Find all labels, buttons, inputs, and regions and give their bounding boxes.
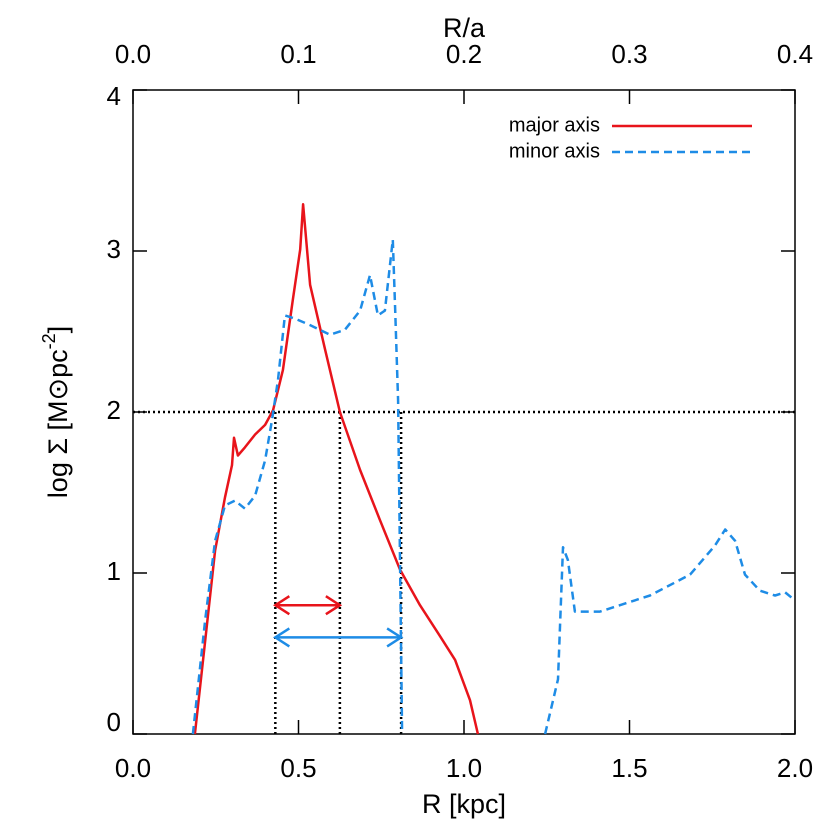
top-x-tick-label: 0.0 [115, 39, 151, 69]
top-x-tick-label: 0.4 [777, 39, 813, 69]
series-line [193, 203, 480, 735]
y-tick-label: 2 [107, 395, 121, 425]
y-axis-label-sup: -2 [39, 333, 59, 349]
x-tick-label: 2.0 [777, 753, 813, 783]
arrow-head [273, 627, 291, 648]
x-tick-label: 0.5 [280, 753, 316, 783]
x-tick-label: 1.5 [611, 753, 647, 783]
y-tick-label: 0 [107, 707, 121, 737]
series-line [191, 238, 796, 735]
y-tick-label: 1 [107, 556, 121, 586]
top-x-axis-label: R/a [443, 13, 486, 43]
top-x-tick-label: 0.1 [280, 39, 316, 69]
y-tick-label: 4 [107, 81, 121, 111]
arrow-head [273, 595, 291, 616]
x-tick-label: 1.0 [446, 753, 482, 783]
top-x-tick-label: 0.2 [446, 39, 482, 69]
arrow-head [325, 595, 343, 616]
y-axis-label: log Σ [M⊙pc-2] [39, 326, 73, 498]
x-axis-label: R [kpc] [422, 789, 506, 819]
top-x-tick-label: 0.3 [611, 39, 647, 69]
legend-label: major axis [509, 114, 600, 136]
y-axis-label-end: ] [43, 326, 73, 334]
y-tick-label: 3 [107, 234, 121, 264]
x-tick-label: 0.0 [115, 753, 151, 783]
y-axis-label-main: log Σ [M⊙pc [43, 349, 73, 498]
arrow-head [386, 627, 404, 648]
legend-label: minor axis [509, 140, 600, 162]
